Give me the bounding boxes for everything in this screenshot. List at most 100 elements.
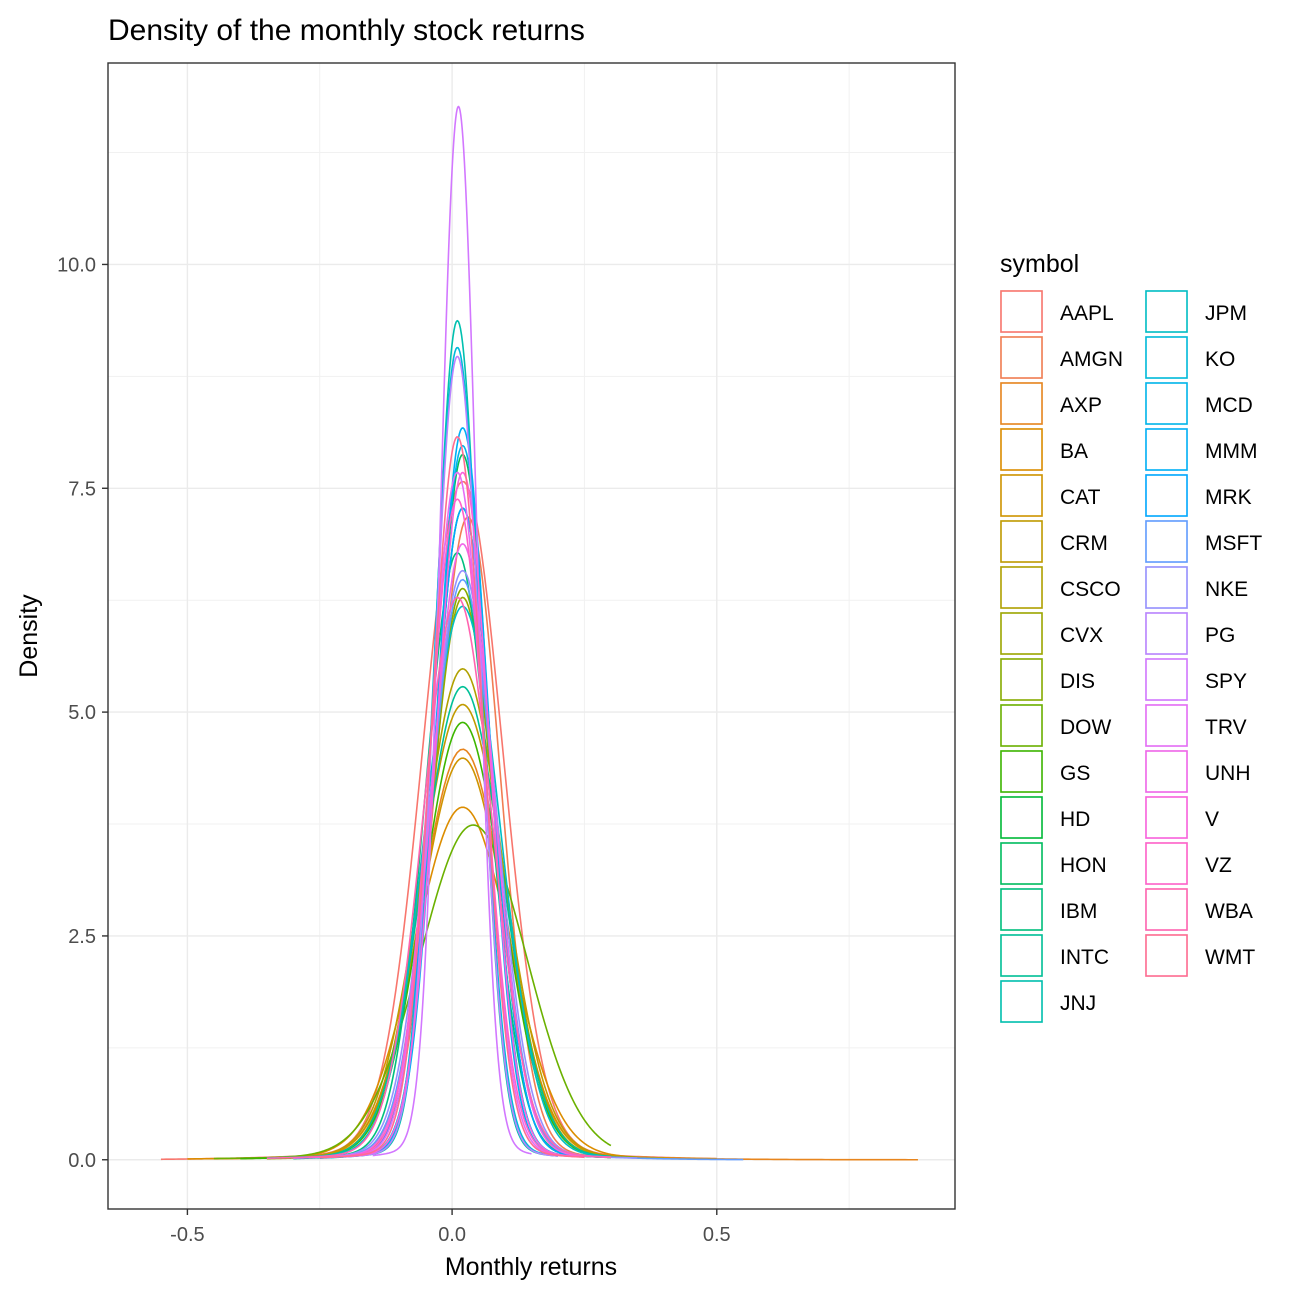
- legend-item-nke: NKE: [1145, 566, 1248, 609]
- legend-item-label: AMGN: [1060, 348, 1123, 371]
- legend-key-swatch: [1145, 520, 1188, 563]
- legend-key-swatch: [1000, 842, 1043, 885]
- legend-key-swatch: [1145, 428, 1188, 471]
- legend-item-label: MCD: [1205, 394, 1253, 417]
- legend-item-dow: DOW: [1000, 704, 1112, 747]
- legend-item-cvx: CVX: [1000, 612, 1103, 655]
- x-tick-label: 0.5: [703, 1224, 731, 1246]
- y-tick-label: 5.0: [68, 702, 96, 724]
- y-axis-label: Density: [15, 594, 43, 678]
- legend-key-swatch: [1145, 566, 1188, 609]
- legend-key-swatch: [1000, 796, 1043, 839]
- density-line-spy: [372, 105, 532, 1157]
- legend-item-mmm: MMM: [1145, 428, 1257, 471]
- legend-item-label: CSCO: [1060, 578, 1121, 601]
- legend-key-swatch: [1000, 888, 1043, 931]
- legend-item-label: MRK: [1205, 486, 1252, 509]
- legend-item-csco: CSCO: [1000, 566, 1121, 609]
- legend-key-swatch: [1145, 336, 1188, 379]
- legend-item-label: CVX: [1060, 624, 1103, 647]
- legend-key-swatch: [1000, 658, 1043, 701]
- legend-key-swatch: [1000, 428, 1043, 471]
- legend-key-swatch: [1145, 474, 1188, 517]
- legend-key-swatch: [1145, 842, 1188, 885]
- legend-item-label: TRV: [1205, 716, 1247, 739]
- density-line-vz: [346, 498, 559, 1157]
- plot-panel-border: [107, 62, 956, 1210]
- legend-item-ko: KO: [1145, 336, 1235, 379]
- legend-key-swatch: [1000, 980, 1043, 1023]
- legend-item-v: V: [1145, 796, 1219, 839]
- legend-item-label: NKE: [1205, 578, 1248, 601]
- legend-key-swatch: [1145, 658, 1188, 701]
- legend-key-swatch: [1145, 934, 1188, 977]
- legend-item-hon: HON: [1000, 842, 1107, 885]
- legend-item-label: WBA: [1205, 900, 1253, 923]
- x-tick-label: 0.0: [438, 1224, 466, 1246]
- legend-item-crm: CRM: [1000, 520, 1108, 563]
- grid-lines: [108, 63, 955, 1209]
- legend-item-vz: VZ: [1145, 842, 1232, 885]
- legend-title: symbol: [1000, 250, 1079, 278]
- legend-item-label: PG: [1205, 624, 1235, 647]
- legend-item-spy: SPY: [1145, 658, 1247, 701]
- legend-item-label: MSFT: [1205, 532, 1262, 555]
- y-axis-ticks: 0.0 2.5 5.0 7.5 10.0: [57, 254, 108, 1172]
- legend-key-swatch: [1000, 612, 1043, 655]
- chart-title: Density of the monthly stock returns: [108, 14, 585, 47]
- legend-key-swatch: [1000, 704, 1043, 747]
- legend-key-swatch: [1000, 474, 1043, 517]
- legend-item-label: CAT: [1060, 486, 1101, 509]
- legend-item-mcd: MCD: [1145, 382, 1253, 425]
- density-line-wmt: [319, 436, 585, 1159]
- y-tick-label: 0.0: [68, 1150, 96, 1172]
- legend-item-wba: WBA: [1145, 888, 1253, 931]
- legend-item-msft: MSFT: [1145, 520, 1262, 563]
- legend-item-ibm: IBM: [1000, 888, 1097, 931]
- legend-key-swatch: [1000, 336, 1043, 379]
- legend-key-swatch: [1000, 750, 1043, 793]
- legend-key-swatch: [1000, 382, 1043, 425]
- legend-key-swatch: [1145, 796, 1188, 839]
- density-line-pg: [346, 355, 559, 1158]
- legend-item-label: DIS: [1060, 670, 1095, 693]
- legend-item-cat: CAT: [1000, 474, 1101, 517]
- legend-item-ba: BA: [1000, 428, 1088, 471]
- legend-item-label: HD: [1060, 808, 1090, 831]
- legend-item-mrk: MRK: [1145, 474, 1252, 517]
- x-axis-label: Monthly returns: [445, 1253, 617, 1281]
- legend-item-axp: AXP: [1000, 382, 1102, 425]
- legend-item-jnj: JNJ: [1000, 980, 1096, 1023]
- legend-key-swatch: [1145, 612, 1188, 655]
- legend-item-label: INTC: [1060, 946, 1109, 969]
- x-axis-ticks: -0.5 0.0 0.5: [170, 1209, 731, 1246]
- legend-item-label: SPY: [1205, 670, 1247, 693]
- y-tick-label: 10.0: [57, 254, 96, 276]
- legend-item-label: AXP: [1060, 394, 1102, 417]
- legend-item-wmt: WMT: [1145, 934, 1255, 977]
- legend-item-label: BA: [1060, 440, 1088, 463]
- legend-item-label: WMT: [1205, 946, 1255, 969]
- x-tick-label: -0.5: [170, 1224, 204, 1246]
- density-line-wba: [266, 596, 611, 1160]
- legend-item-jpm: JPM: [1145, 290, 1247, 333]
- legend-item-aapl: AAPL: [1000, 290, 1114, 333]
- legend-key-swatch: [1000, 566, 1043, 609]
- legend-item-intc: INTC: [1000, 934, 1109, 977]
- legend-key-swatch: [1000, 934, 1043, 977]
- legend-item-label: JPM: [1205, 302, 1247, 325]
- legend-key-swatch: [1145, 750, 1188, 793]
- legend-item-label: HON: [1060, 854, 1107, 877]
- legend-item-label: CRM: [1060, 532, 1108, 555]
- legend-item-label: JNJ: [1060, 992, 1096, 1015]
- y-tick-label: 2.5: [68, 926, 96, 948]
- legend-item-dis: DIS: [1000, 658, 1095, 701]
- density-line-intc: [293, 685, 611, 1159]
- legend-key-swatch: [1145, 704, 1188, 747]
- legend: AAPL AMGN AXP BA CAT CRM CSCO CVX DIS DOW GS HD HON I…: [1000, 290, 1262, 1023]
- density-curves: [160, 105, 918, 1161]
- legend-item-trv: TRV: [1145, 704, 1247, 747]
- y-tick-label: 7.5: [68, 478, 96, 500]
